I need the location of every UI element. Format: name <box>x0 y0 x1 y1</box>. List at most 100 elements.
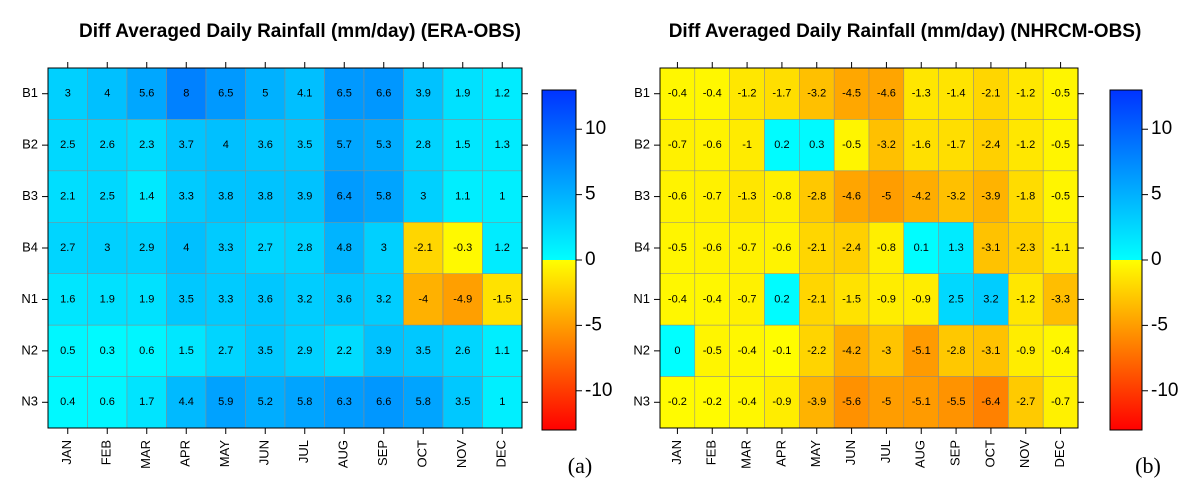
cell-label: 3 <box>104 242 110 254</box>
heat-cell <box>903 67 939 120</box>
heat-cell <box>659 119 696 172</box>
cell-label: 3.2 <box>376 293 391 305</box>
cell-label: -0.9 <box>877 293 896 305</box>
heat-cell <box>205 67 246 120</box>
cell-label: -3.2 <box>807 88 826 100</box>
heat-cell <box>764 324 800 377</box>
row-label: N3 <box>21 394 38 409</box>
heat-cell <box>47 67 88 120</box>
cell-label: 3.5 <box>455 396 470 408</box>
heat-cell <box>245 376 286 429</box>
heat-cell <box>799 324 835 377</box>
heat-cell <box>324 67 365 120</box>
heat-cell <box>47 119 88 172</box>
heat-cell <box>284 324 325 377</box>
cell-label: 2.8 <box>297 242 312 254</box>
column-label: APR <box>773 440 788 467</box>
cell-label: 0 <box>674 345 680 357</box>
cell-label: -2.3 <box>1016 242 1035 254</box>
heat-cell <box>694 119 730 172</box>
cell-label: -2.2 <box>807 345 826 357</box>
heat-cell <box>363 222 404 274</box>
cell-label: 2.1 <box>60 190 75 202</box>
heat-cell <box>973 273 1009 326</box>
cell-label: -1.5 <box>493 293 512 305</box>
heat-cell <box>868 376 905 429</box>
cell-label: -3.2 <box>947 190 966 202</box>
cell-label: -5 <box>882 396 892 408</box>
cell-label: -3.9 <box>807 396 826 408</box>
cell-label: -4.2 <box>912 190 931 202</box>
cell-label: 4.1 <box>297 88 312 100</box>
cell-label: 2.2 <box>337 345 352 357</box>
cell-label: 4 <box>183 242 189 254</box>
cell-label: -1.7 <box>772 88 791 100</box>
row-label: N2 <box>21 342 38 357</box>
heat-cell <box>903 170 939 223</box>
cell-label: 2.9 <box>139 242 154 254</box>
heat-cell <box>482 170 523 223</box>
heat-cell <box>47 324 88 377</box>
column-label: MAY <box>217 440 232 468</box>
cell-label: -0.7 <box>1051 396 1070 408</box>
cell-label: 3.5 <box>179 293 194 305</box>
cell-label: 5.6 <box>139 88 154 100</box>
cell-label: -1.2 <box>1016 139 1035 151</box>
colorbar-tick-label: -10 <box>585 380 612 401</box>
column-label: NOV <box>1017 440 1032 469</box>
cell-label: -0.5 <box>1051 190 1070 202</box>
cell-label: 3.6 <box>258 293 273 305</box>
heat-cell <box>694 324 730 377</box>
heat-cell <box>729 170 765 223</box>
column-label: SEP <box>375 440 390 466</box>
row-label: B3 <box>22 188 38 203</box>
heat-cell <box>694 222 730 274</box>
cell-label: 3 <box>420 190 426 202</box>
cell-label: -1 <box>742 139 752 151</box>
heat-cell <box>245 119 286 172</box>
cell-label: -0.9 <box>1016 345 1035 357</box>
colorbar-tick-label: -5 <box>585 314 602 335</box>
cell-label: 5.8 <box>297 396 312 408</box>
cell-label: -2.1 <box>414 242 433 254</box>
heat-cell <box>47 170 88 223</box>
heat-cell <box>833 222 870 274</box>
cell-label: 3.9 <box>416 88 431 100</box>
heat-cell <box>973 119 1009 172</box>
cell-label: -0.7 <box>738 242 757 254</box>
cell-label: -1.6 <box>912 139 931 151</box>
cell-label: -2.1 <box>981 88 1000 100</box>
cell-label: 1.1 <box>455 190 470 202</box>
cell-label: -3.2 <box>877 139 896 151</box>
row-label: N1 <box>21 291 38 306</box>
heat-cell <box>284 222 325 274</box>
heat-cell <box>833 170 870 223</box>
heat-cell <box>903 376 939 429</box>
column-label: JUL <box>878 440 893 463</box>
cell-label: -0.2 <box>668 396 687 408</box>
heat-cell <box>403 67 444 120</box>
heat-cell <box>659 324 696 377</box>
column-label: DEC <box>494 440 509 467</box>
cell-label: 6.5 <box>218 88 233 100</box>
cell-label: 5.7 <box>337 139 352 151</box>
cell-label: -0.5 <box>1051 88 1070 100</box>
cell-label: -2.1 <box>807 242 826 254</box>
cell-label: -4.6 <box>877 88 896 100</box>
heat-cell <box>764 376 800 429</box>
column-label: MAR <box>138 440 153 469</box>
cell-label: -3.1 <box>981 345 1000 357</box>
column-label: DEC <box>1052 440 1067 467</box>
cell-label: -0.6 <box>703 242 722 254</box>
cell-label: 2.8 <box>416 139 431 151</box>
column-label: JUN <box>257 440 272 465</box>
cell-label: 1.6 <box>60 293 75 305</box>
cell-label: 3.3 <box>218 293 233 305</box>
cell-label: 2.5 <box>60 139 75 151</box>
cell-label: 1.9 <box>100 293 115 305</box>
cell-label: 3.6 <box>337 293 352 305</box>
cell-label: -2.4 <box>981 139 1000 151</box>
cell-label: 4 <box>223 139 229 151</box>
cell-label: -3 <box>882 345 892 357</box>
